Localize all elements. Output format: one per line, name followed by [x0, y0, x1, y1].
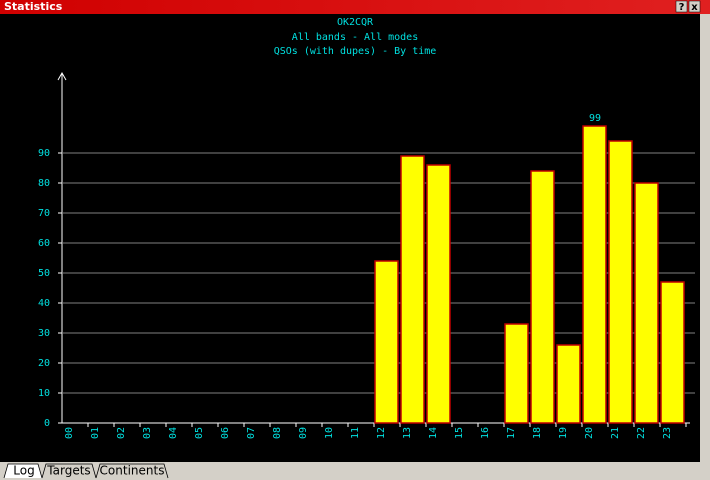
- x-tick-label: 17: [506, 427, 517, 439]
- bar: [582, 125, 607, 424]
- x-tick-label: 09: [298, 427, 309, 439]
- x-tick-label: 21: [610, 427, 621, 439]
- chart-caption: QSOs (with dupes) - By time: [274, 46, 437, 57]
- x-tick-label: 20: [584, 427, 595, 439]
- bar: [634, 182, 659, 424]
- bar: [504, 323, 529, 424]
- tab-strip: [0, 462, 700, 480]
- x-tick-label: 07: [246, 427, 257, 439]
- x-tick-label: 08: [272, 427, 283, 439]
- bar: [400, 155, 425, 424]
- help-button-label[interactable]: ?: [679, 2, 685, 13]
- x-tick-label: 19: [558, 427, 569, 439]
- y-tick-label: 50: [38, 268, 50, 279]
- y-tick-label: 20: [38, 358, 50, 369]
- tab[interactable]: Targets: [46, 464, 90, 478]
- chart-title: OK2CQR: [337, 17, 374, 28]
- y-tick-label: 80: [38, 178, 50, 189]
- x-tick-label: 16: [480, 427, 491, 439]
- bar: [608, 140, 633, 424]
- frame: [700, 14, 710, 480]
- y-tick-label: 70: [38, 208, 50, 219]
- x-tick-label: 02: [116, 427, 127, 439]
- help-button[interactable]: [675, 0, 688, 13]
- bar: [556, 344, 581, 424]
- bar: [426, 164, 451, 424]
- x-tick-label: 22: [636, 427, 647, 439]
- tab-active[interactable]: [3, 463, 43, 479]
- close-button[interactable]: [688, 0, 701, 13]
- y-tick-label: 0: [44, 418, 50, 429]
- y-tick-label: 30: [38, 328, 50, 339]
- chart-subtitle: All bands - All modes: [292, 32, 418, 43]
- tab[interactable]: Log: [13, 464, 34, 478]
- x-tick-label: 10: [324, 427, 335, 439]
- y-tick-label: 60: [38, 238, 50, 249]
- x-tick-label: 01: [90, 427, 101, 439]
- x-tick-label: 15: [454, 427, 465, 439]
- x-tick-label: 14: [428, 427, 439, 439]
- tab[interactable]: Continents: [100, 464, 165, 478]
- bar: [660, 281, 685, 424]
- close-button-label[interactable]: x: [691, 2, 698, 13]
- x-tick-label: 13: [402, 427, 413, 439]
- y-tick-label: 10: [38, 388, 50, 399]
- tab-outline: [41, 463, 169, 479]
- bar: [374, 260, 399, 424]
- x-tick-label: 11: [350, 427, 361, 439]
- x-tick-label: 12: [376, 427, 387, 439]
- title-bar: [0, 0, 710, 14]
- window-title: Statistics: [4, 0, 63, 13]
- data-label: 99: [589, 113, 601, 124]
- x-tick-label: 03: [142, 427, 153, 439]
- x-tick-label: 23: [662, 427, 673, 439]
- bar: [530, 170, 555, 424]
- x-tick-label: 04: [168, 427, 179, 439]
- y-tick-label: 90: [38, 148, 50, 159]
- y-axis-arrow: [57, 71, 67, 81]
- x-tick-label: 06: [220, 427, 231, 439]
- x-tick-label: 18: [532, 427, 543, 439]
- y-tick-label: 40: [38, 298, 50, 309]
- x-tick-label: 05: [194, 427, 205, 439]
- x-tick-label: 00: [64, 427, 75, 439]
